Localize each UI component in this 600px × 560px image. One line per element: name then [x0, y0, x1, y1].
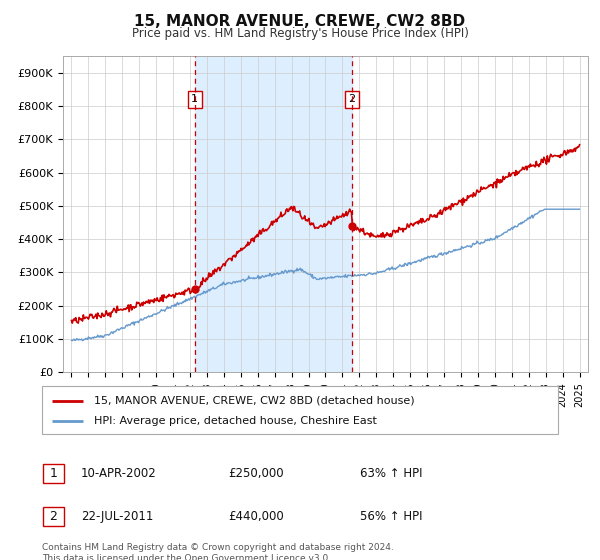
- Text: Price paid vs. HM Land Registry's House Price Index (HPI): Price paid vs. HM Land Registry's House …: [131, 27, 469, 40]
- Text: 15, MANOR AVENUE, CREWE, CW2 8BD: 15, MANOR AVENUE, CREWE, CW2 8BD: [134, 14, 466, 29]
- Text: 10-APR-2002: 10-APR-2002: [81, 466, 157, 480]
- Text: 56% ↑ HPI: 56% ↑ HPI: [360, 510, 422, 523]
- Text: Contains HM Land Registry data © Crown copyright and database right 2024.
This d: Contains HM Land Registry data © Crown c…: [42, 543, 394, 560]
- Text: 2: 2: [49, 510, 58, 523]
- Text: 1: 1: [191, 94, 198, 104]
- Text: 2: 2: [348, 94, 355, 104]
- Text: £440,000: £440,000: [228, 510, 284, 523]
- Bar: [195, 56, 352, 372]
- Text: 1: 1: [49, 466, 58, 480]
- Text: 22-JUL-2011: 22-JUL-2011: [81, 510, 154, 523]
- Text: HPI: Average price, detached house, Cheshire East: HPI: Average price, detached house, Ches…: [94, 416, 376, 426]
- Text: 15, MANOR AVENUE, CREWE, CW2 8BD (detached house): 15, MANOR AVENUE, CREWE, CW2 8BD (detach…: [94, 396, 414, 405]
- Text: £250,000: £250,000: [228, 466, 284, 480]
- Text: 63% ↑ HPI: 63% ↑ HPI: [360, 466, 422, 480]
